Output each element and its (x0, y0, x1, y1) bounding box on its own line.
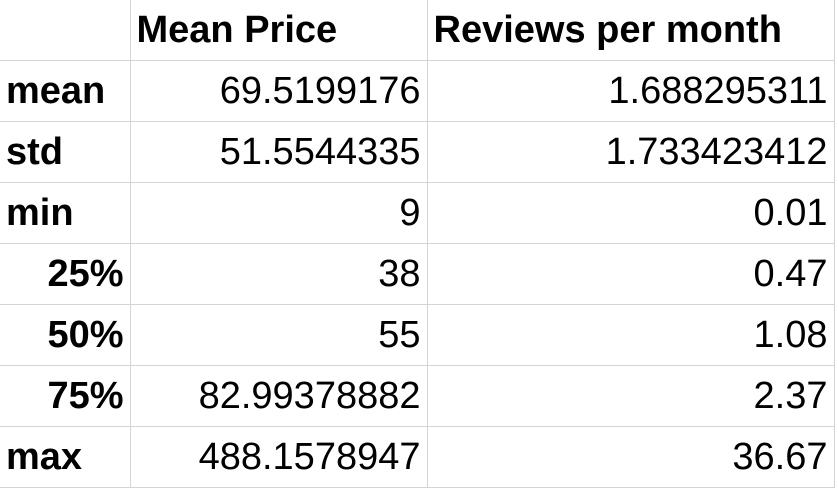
column-header-reviews-per-month[interactable]: Reviews per month (427, 0, 835, 61)
table-row: min 9 0.01 (0, 182, 835, 244)
corner-cell[interactable] (0, 0, 131, 61)
table-row: max 488.1578947 36.67 (0, 426, 835, 488)
cell-max-reviews[interactable]: 36.67 (427, 426, 835, 488)
row-label-mean[interactable]: mean (0, 60, 131, 122)
row-label-std[interactable]: std (0, 121, 131, 183)
row-label-min[interactable]: min (0, 182, 131, 244)
table-row: mean 69.5199176 1.688295311 (0, 60, 835, 122)
table-row: 50% 55 1.08 (0, 304, 835, 366)
column-header-mean-price[interactable]: Mean Price (130, 0, 428, 61)
cell-75-reviews[interactable]: 2.37 (427, 365, 835, 427)
cell-25-reviews[interactable]: 0.47 (427, 243, 835, 305)
cell-min-reviews[interactable]: 0.01 (427, 182, 835, 244)
row-label-75[interactable]: 75% (0, 365, 131, 427)
cell-std-price[interactable]: 51.5544335 (130, 121, 428, 183)
row-label-max[interactable]: max (0, 426, 131, 488)
cell-min-price[interactable]: 9 (130, 182, 428, 244)
cell-50-reviews[interactable]: 1.08 (427, 304, 835, 366)
cell-mean-reviews[interactable]: 1.688295311 (427, 60, 835, 122)
table-row: 75% 82.99378882 2.37 (0, 365, 835, 427)
table-row: std 51.5544335 1.733423412 (0, 121, 835, 183)
cell-75-price[interactable]: 82.99378882 (130, 365, 428, 427)
cell-mean-price[interactable]: 69.5199176 (130, 60, 428, 122)
cell-std-reviews[interactable]: 1.733423412 (427, 121, 835, 183)
table-row: 25% 38 0.47 (0, 243, 835, 305)
cell-50-price[interactable]: 55 (130, 304, 428, 366)
row-label-50[interactable]: 50% (0, 304, 131, 366)
cell-25-price[interactable]: 38 (130, 243, 428, 305)
row-label-25[interactable]: 25% (0, 243, 131, 305)
cell-max-price[interactable]: 488.1578947 (130, 426, 428, 488)
header-row: Mean Price Reviews per month (0, 0, 835, 61)
